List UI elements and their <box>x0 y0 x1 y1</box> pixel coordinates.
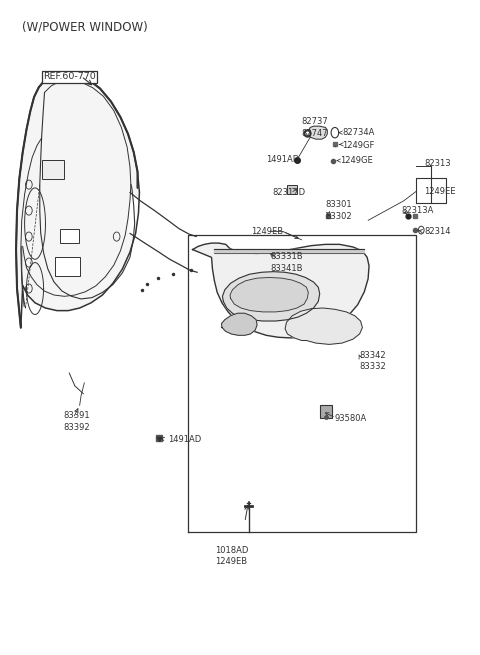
Polygon shape <box>130 193 197 272</box>
Polygon shape <box>308 126 327 139</box>
Text: 82734A: 82734A <box>342 128 374 137</box>
Polygon shape <box>221 313 257 335</box>
Text: 1018AD
1249EB: 1018AD 1249EB <box>216 546 249 567</box>
FancyBboxPatch shape <box>60 229 79 243</box>
FancyBboxPatch shape <box>55 257 80 276</box>
FancyBboxPatch shape <box>42 160 64 179</box>
Text: 1249EB: 1249EB <box>252 227 284 236</box>
Text: 1249GE: 1249GE <box>340 156 372 165</box>
Text: 1491AD: 1491AD <box>168 435 201 443</box>
Text: 83342
83332: 83342 83332 <box>360 351 386 371</box>
Text: 82314: 82314 <box>424 227 451 236</box>
Polygon shape <box>222 272 320 321</box>
Text: 83391
83392: 83391 83392 <box>63 411 90 432</box>
Text: REF.60-770: REF.60-770 <box>43 72 96 81</box>
Polygon shape <box>192 243 369 338</box>
Text: 82737
82747: 82737 82747 <box>301 117 328 138</box>
Text: 93580A: 93580A <box>335 414 367 423</box>
Text: 1249GF: 1249GF <box>342 141 374 150</box>
FancyBboxPatch shape <box>287 185 298 195</box>
Text: 83331B
83341B: 83331B 83341B <box>271 252 303 272</box>
Polygon shape <box>214 249 364 253</box>
Text: 82313A: 82313A <box>401 206 434 215</box>
FancyBboxPatch shape <box>320 405 332 418</box>
Text: 1491AD: 1491AD <box>266 155 300 164</box>
Text: (W/POWER WINDOW): (W/POWER WINDOW) <box>22 21 147 34</box>
Polygon shape <box>16 73 139 328</box>
Polygon shape <box>230 278 308 312</box>
Polygon shape <box>285 308 362 345</box>
Text: 83301
83302: 83301 83302 <box>325 200 352 221</box>
Text: 1249EE: 1249EE <box>424 187 456 196</box>
Text: 82313: 82313 <box>424 159 451 168</box>
Text: 82317D: 82317D <box>272 188 305 197</box>
